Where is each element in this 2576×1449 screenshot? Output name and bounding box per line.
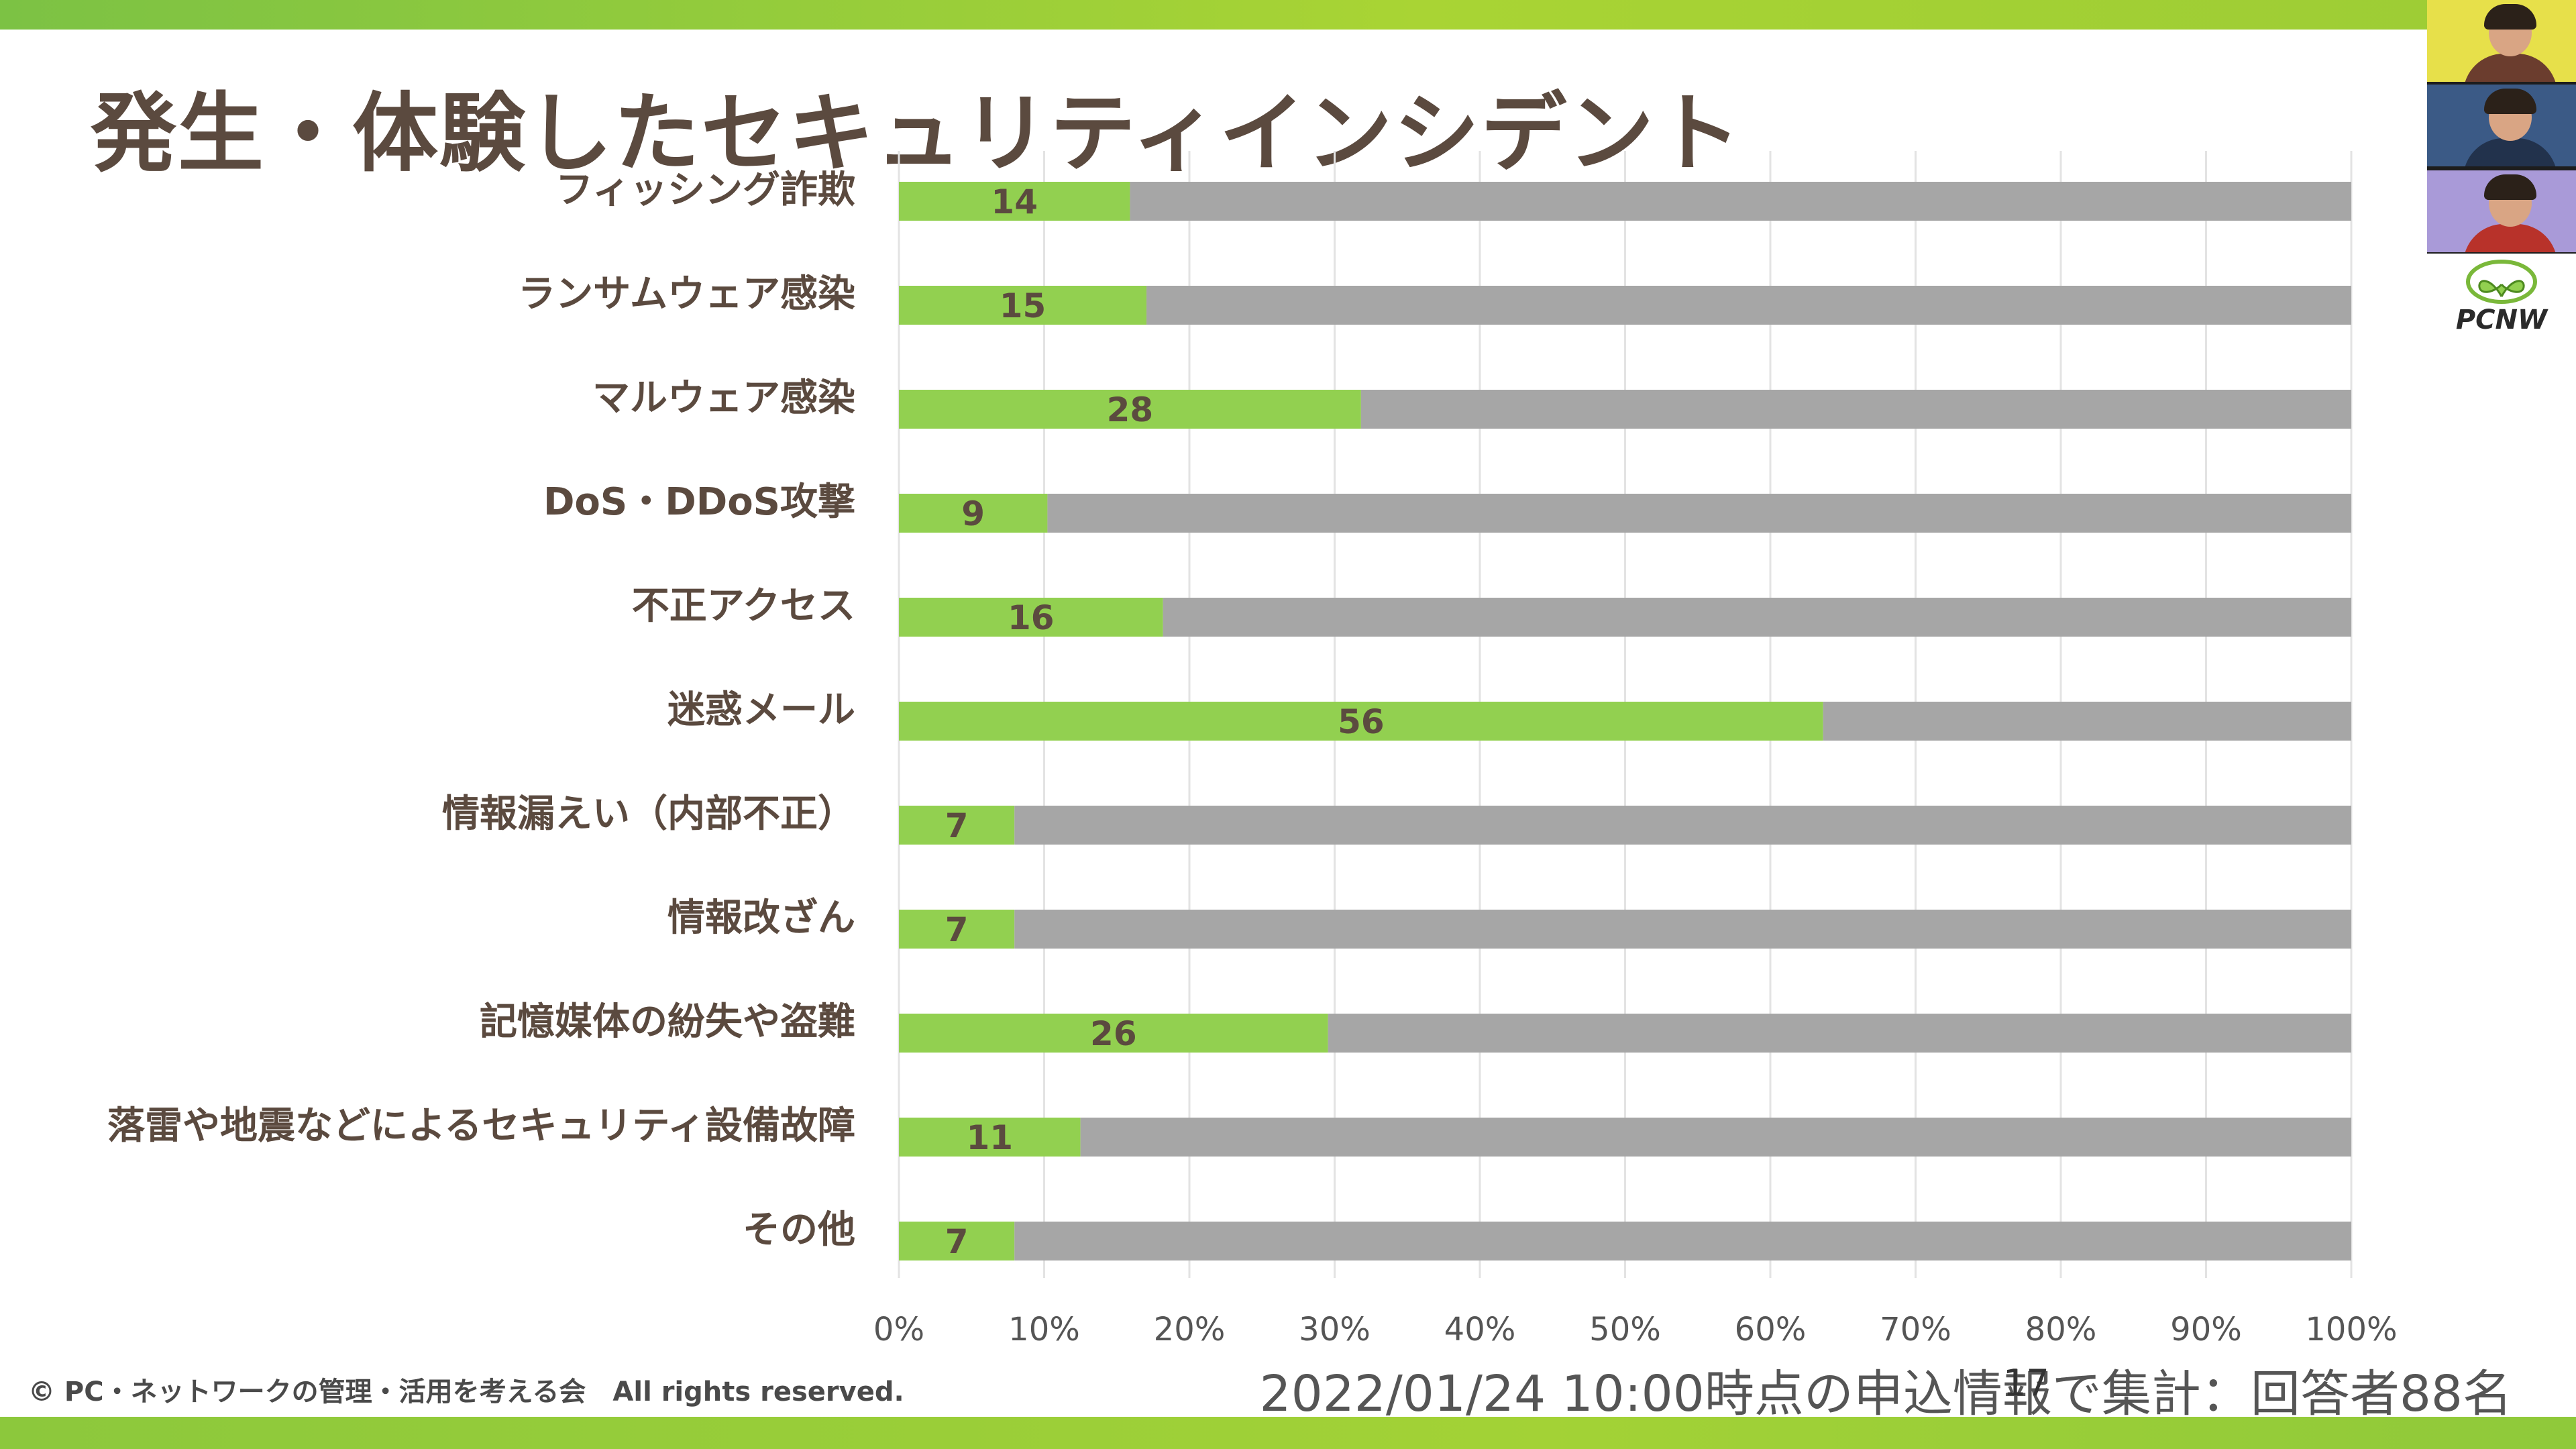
x-tick-label: 0% [873, 1311, 924, 1348]
video-conference-panel: PCNW [2427, 0, 2576, 335]
video-tile-participant-1[interactable] [2427, 0, 2576, 82]
slide-title: 発生・体験したセキュリティインシデント [91, 84, 1743, 184]
bar-green [899, 702, 1823, 741]
bar-value-label: 9 [961, 494, 985, 533]
bar-gray [1146, 286, 2351, 325]
category-label: 記憶媒体の紛失や盗難 [480, 1000, 855, 1044]
category-label: 迷惑メール [667, 688, 855, 732]
category-label: ランサムウェア感染 [518, 272, 855, 316]
bar-value-label: 26 [1090, 1014, 1137, 1053]
pcnw-logo-icon [2466, 260, 2537, 304]
bar-green [899, 1014, 1328, 1053]
bar-value-label: 7 [945, 910, 969, 949]
bar-gray [1047, 494, 2351, 533]
x-tick-label: 70% [1880, 1311, 1951, 1348]
x-tick-label: 10% [1008, 1311, 1080, 1348]
bar-gray [1014, 910, 2351, 949]
x-tick-label: 50% [1589, 1311, 1661, 1348]
bar-value-label: 14 [991, 182, 1038, 221]
bottom-accent-strip [0, 1417, 2576, 1449]
category-label: フィッシング詐欺 [555, 168, 855, 212]
bar-green [899, 182, 1130, 221]
x-tick-label: 100% [2305, 1311, 2397, 1348]
bar-gray [1014, 1222, 2351, 1260]
bar-gray [1080, 1118, 2351, 1157]
bar-gray [1328, 1014, 2351, 1053]
video-tile-participant-3[interactable] [2427, 170, 2576, 252]
bar-gray [1163, 598, 2351, 637]
category-label: その他 [743, 1208, 855, 1252]
bar-gray [1130, 182, 2351, 221]
category-label: 情報改ざん [667, 896, 855, 940]
bar-gray [1823, 702, 2351, 741]
category-label: 落雷や地震などによるセキュリティ設備故障 [107, 1104, 855, 1148]
participant-avatar-icon [2463, 138, 2557, 166]
bar-gray [1014, 806, 2351, 845]
bar-green [899, 494, 1048, 533]
page-number: 17 [2003, 1362, 2049, 1404]
x-tick-label: 60% [1735, 1311, 1807, 1348]
bar-green [899, 806, 1015, 845]
bar-value-label: 28 [1107, 390, 1154, 429]
participant-hair [2484, 89, 2536, 114]
survey-footnote: 2022/01/24 10:00時点の申込情報で集計：回答者88名 [1259, 1365, 2512, 1423]
copyright-notice: © PC・ネットワークの管理・活用を考える会 All rights reserv… [28, 1377, 904, 1407]
participant-hair [2484, 4, 2536, 30]
x-tick-label: 30% [1299, 1311, 1371, 1348]
bar-value-label: 7 [945, 806, 969, 845]
video-tile-participant-2[interactable] [2427, 85, 2576, 166]
x-tick-label: 40% [1444, 1311, 1516, 1348]
bar-gray [1360, 390, 2351, 429]
bar-green [899, 910, 1015, 949]
bar-green [899, 598, 1163, 637]
video-tile-logo[interactable]: PCNW [2427, 254, 2576, 335]
x-tick-label: 80% [2025, 1311, 2097, 1348]
top-accent-strip [0, 0, 2576, 30]
bar-value-label: 16 [1008, 598, 1055, 637]
category-label: DoS・DDoS攻撃 [543, 480, 855, 524]
pcnw-logo-text: PCNW [2455, 305, 2548, 335]
bar-green [899, 286, 1147, 325]
category-label: 情報漏えい（内部不正） [442, 792, 855, 836]
participant-hair [2484, 174, 2536, 200]
bar-value-label: 7 [945, 1222, 969, 1261]
bar-green [899, 390, 1361, 429]
bar-green [899, 1118, 1081, 1157]
bar-value-label: 56 [1338, 702, 1385, 741]
participant-avatar-icon [2463, 54, 2557, 82]
x-tick-label: 20% [1154, 1311, 1226, 1348]
bar-green [899, 1222, 1015, 1260]
bar-value-label: 11 [967, 1118, 1014, 1157]
bar-value-label: 15 [1000, 286, 1046, 325]
category-label: 不正アクセス [632, 584, 855, 628]
participant-avatar-icon [2463, 224, 2557, 252]
category-label: マルウェア感染 [592, 376, 855, 420]
x-tick-label: 90% [2170, 1311, 2242, 1348]
